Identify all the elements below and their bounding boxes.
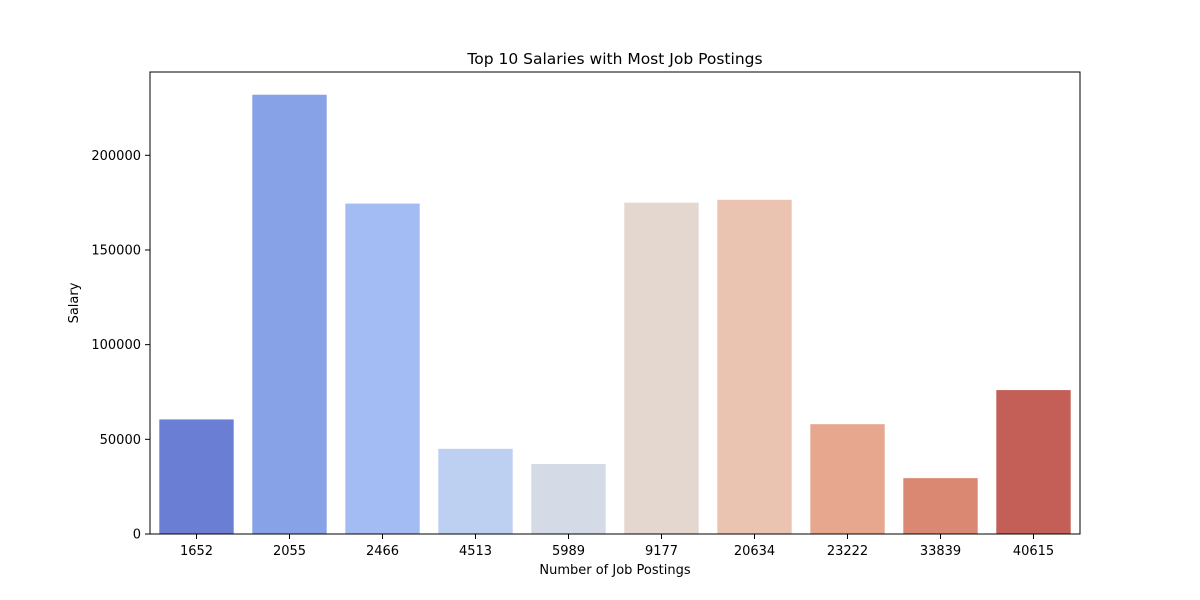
bar-33839 bbox=[903, 478, 978, 534]
y-tick-label: 200000 bbox=[91, 149, 141, 164]
bar-5989 bbox=[531, 463, 606, 534]
y-tick-label: 50000 bbox=[100, 433, 141, 448]
x-axis-title: Number of Job Postings bbox=[539, 563, 690, 578]
y-tick-label: 150000 bbox=[91, 243, 141, 258]
plot-area: 1652 2055 2466 4513 5989 9177 20634 23222 33839 4… bbox=[91, 71, 1081, 559]
bar-23222 bbox=[810, 424, 885, 534]
x-tick-label: 2466 bbox=[366, 544, 399, 559]
y-tick-label: 0 bbox=[133, 528, 141, 543]
bar-2055 bbox=[252, 94, 327, 534]
x-tick-label: 2055 bbox=[273, 544, 306, 559]
bar-9177 bbox=[624, 202, 699, 534]
x-tick-label: 33839 bbox=[920, 544, 961, 559]
bar-2466 bbox=[345, 203, 420, 534]
x-tick-label: 40615 bbox=[1013, 544, 1054, 559]
x-tick-label: 23222 bbox=[827, 544, 868, 559]
bar-1652 bbox=[159, 419, 234, 534]
x-tick-label: 9177 bbox=[645, 544, 678, 559]
axes-frame bbox=[149, 71, 1081, 535]
bar-4513 bbox=[438, 448, 513, 534]
y-axis-title: Salary bbox=[67, 282, 82, 323]
x-tick-label: 1652 bbox=[180, 544, 213, 559]
x-tick-label: 5989 bbox=[552, 544, 585, 559]
bar-40615 bbox=[996, 390, 1071, 534]
x-tick-label: 20634 bbox=[734, 544, 775, 559]
y-tick-label: 100000 bbox=[91, 338, 141, 353]
bar-20634 bbox=[717, 199, 792, 534]
x-tick-label: 4513 bbox=[459, 544, 492, 559]
chart-title: Top 10 Salaries with Most Job Postings bbox=[466, 50, 762, 68]
